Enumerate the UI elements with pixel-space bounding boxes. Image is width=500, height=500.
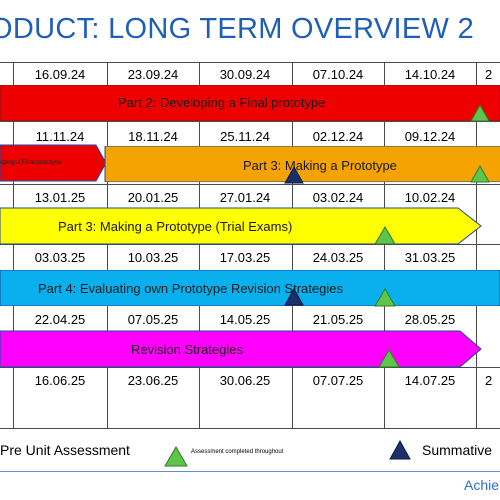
bar-label: Part 3: Making a Prototype xyxy=(243,158,397,173)
week-date: 11.11.24 xyxy=(35,129,85,144)
bar-part-2 xyxy=(0,85,500,121)
week-date: 2 xyxy=(485,373,493,388)
navy-triangle-icon xyxy=(389,440,411,460)
navy-triangle-icon xyxy=(284,166,304,184)
week-date: 25.11.24 xyxy=(220,129,270,144)
week-date: 20.01.25 xyxy=(127,190,179,205)
week-date: 14.10.24 xyxy=(404,67,456,82)
week-date: 16.06.25 xyxy=(34,373,86,388)
footer-divider xyxy=(0,471,500,472)
green-triangle-icon xyxy=(470,165,490,183)
green-triangle-icon xyxy=(374,288,396,307)
green-triangle-icon xyxy=(378,349,400,368)
week-date: 31.03.25 xyxy=(404,250,456,265)
week-date: 17.03.25 xyxy=(219,250,271,265)
page-title: ODUCT: LONG TERM OVERVIEW 2 xyxy=(0,13,474,45)
week-date: 28.05.25 xyxy=(404,312,456,327)
footer-text: Achie xyxy=(464,477,500,493)
green-triangle-icon xyxy=(164,446,188,467)
navy-triangle-icon xyxy=(284,288,304,306)
week-date: 2 xyxy=(485,67,493,82)
bar-part-3-trial-exams xyxy=(0,207,482,245)
week-date: 07.07.25 xyxy=(312,373,364,388)
week-date: 27.01.24 xyxy=(219,190,271,205)
green-triangle-icon xyxy=(374,226,396,245)
week-date: 10.02.24 xyxy=(404,190,456,205)
week-date: 30.09.24 xyxy=(219,67,271,82)
bar-label: Part 2: Developing a Final prototype xyxy=(118,95,326,110)
legend-pre-unit-label: Pre Unit Assessment xyxy=(0,442,130,458)
week-date: 03.02.24 xyxy=(312,190,364,205)
week-date: 21.05.25 xyxy=(312,312,364,327)
week-date: 16.09.24 xyxy=(34,67,86,82)
week-date: 23.09.24 xyxy=(127,67,179,82)
week-date: 14.07.25 xyxy=(404,373,456,388)
legend-completed-label: Assessment completed throughout xyxy=(191,449,284,455)
week-date: 18.11.24 xyxy=(128,129,178,144)
bar-label: Revision Strategies xyxy=(131,342,243,357)
week-date: 09.12.24 xyxy=(404,129,456,144)
week-date: 03.03.25 xyxy=(34,250,86,265)
bar-revision-strategies xyxy=(0,330,482,368)
bar-part-4 xyxy=(0,270,500,306)
week-date: 14.05.25 xyxy=(219,312,271,327)
week-date: 07.05.25 xyxy=(127,312,179,327)
green-triangle-icon xyxy=(470,104,490,122)
bar-label: oping a Final prototype xyxy=(0,159,62,166)
week-date: 30.06.25 xyxy=(219,373,271,388)
week-date: 07.10.24 xyxy=(312,67,364,82)
week-date: 23.06.25 xyxy=(127,373,179,388)
week-date: 02.12.24 xyxy=(312,129,364,144)
week-date: 13.01.25 xyxy=(34,190,86,205)
bar-label: Part 4: Evaluating own Prototype Revisio… xyxy=(38,281,343,296)
week-date: 24.03.25 xyxy=(312,250,364,265)
bar-part-3 xyxy=(104,146,500,182)
bar-label: Part 3: Making a Prototype (Trial Exams) xyxy=(58,219,293,234)
week-date: 10.03.25 xyxy=(127,250,179,265)
week-date: 22.04.25 xyxy=(34,312,86,327)
bar-part-2-continued xyxy=(0,144,107,182)
legend-summative-label: Summative xyxy=(422,442,493,458)
